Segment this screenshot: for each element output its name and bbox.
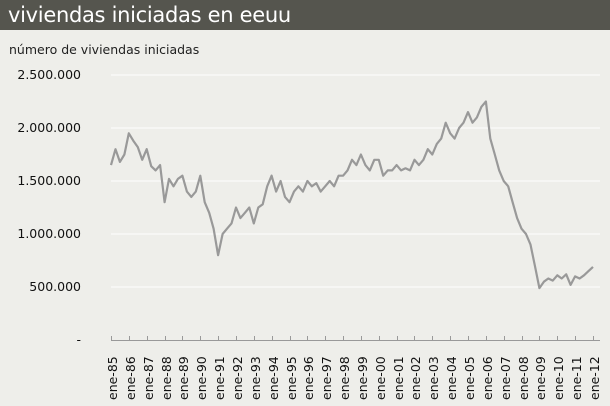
- x-tick-label: ene-90: [193, 356, 209, 400]
- y-tick-label: 1.500.000: [17, 173, 81, 188]
- x-tick-label: ene-11: [568, 356, 584, 400]
- chart-subtitle: número de viviendas iniciadas: [9, 42, 200, 57]
- x-tick-label: ene-86: [122, 356, 138, 400]
- x-tick-label: ene-87: [140, 356, 156, 400]
- x-tick-label: ene-01: [390, 356, 406, 400]
- y-tick-label: 1.000.000: [17, 226, 81, 241]
- x-tick-label: ene-12: [586, 356, 602, 400]
- y-tick-label: 2.500.000: [17, 67, 81, 82]
- x-tick-label: ene-04: [443, 356, 459, 400]
- x-tick-label: ene-91: [211, 356, 227, 400]
- x-tick-label: ene-02: [407, 356, 423, 400]
- x-tick-label: ene-96: [300, 356, 316, 400]
- x-tick-label: ene-09: [532, 356, 548, 400]
- x-tick-label: ene-85: [104, 356, 120, 400]
- x-tick-label: ene-03: [425, 356, 441, 400]
- x-tick-label: ene-08: [515, 356, 531, 400]
- header-bar: viviendas iniciadas en eeuu: [0, 0, 610, 30]
- x-tick-label: ene-92: [229, 356, 245, 400]
- chart-title: viviendas iniciadas en eeuu: [8, 3, 291, 27]
- x-tick-label: ene-99: [354, 356, 370, 400]
- x-tick-label: ene-05: [461, 356, 477, 400]
- x-tick-label: ene-98: [336, 356, 352, 400]
- series-line: [109, 100, 594, 290]
- y-tick-label: -: [76, 332, 81, 347]
- x-tick-label: ene-10: [550, 356, 566, 400]
- y-tick-label: 500.000: [29, 279, 81, 294]
- y-tick-label: 2.000.000: [17, 120, 81, 135]
- x-tick-label: ene-93: [247, 356, 263, 400]
- x-tick-label: ene-94: [265, 356, 281, 400]
- x-tick-label: ene-06: [479, 356, 495, 400]
- x-tick-label: ene-97: [318, 356, 334, 400]
- x-tick-label: ene-00: [372, 356, 388, 400]
- x-tick-label: ene-88: [158, 356, 174, 400]
- x-tick-label: ene-89: [175, 356, 191, 400]
- x-tick-label: ene-95: [283, 356, 299, 400]
- x-tick-label: ene-07: [497, 356, 513, 400]
